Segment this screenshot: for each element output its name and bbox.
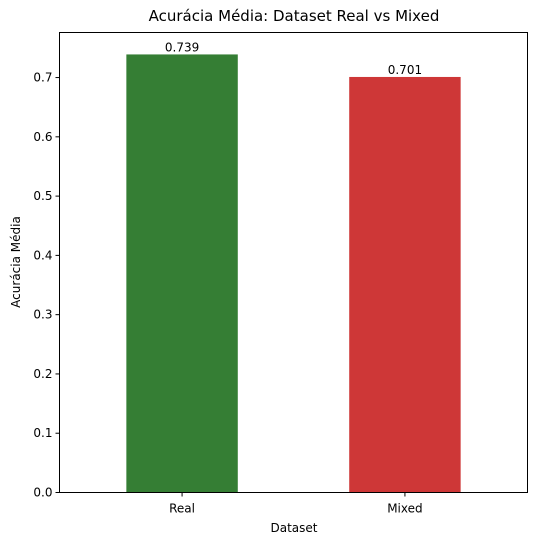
data-label-mixed: 0.701 bbox=[388, 63, 422, 77]
y-tick-label: 0.0 bbox=[33, 486, 52, 500]
x-axis-label: Dataset bbox=[271, 521, 318, 535]
y-tick-label: 0.6 bbox=[33, 130, 52, 144]
plot-area: 0.739 Real 0.701 Mixed 0.0 0.1 0.2 0.3 0.4 0.5 0.6… bbox=[33, 40, 461, 516]
x-tick-label-mixed: Mixed bbox=[387, 502, 422, 516]
y-tick-label: 0.1 bbox=[33, 426, 52, 440]
plot-frame bbox=[59, 32, 528, 493]
y-tick-label: 0.7 bbox=[33, 71, 52, 85]
y-tick-label: 0.4 bbox=[33, 248, 52, 262]
y-tick-label: 0.5 bbox=[33, 189, 52, 203]
y-tick-label: 0.3 bbox=[33, 308, 52, 322]
data-label-real: 0.739 bbox=[165, 40, 199, 54]
y-axis-label: Acurácia Média bbox=[9, 216, 23, 308]
y-tick-label: 0.2 bbox=[33, 367, 52, 381]
chart-title: Acurácia Média: Dataset Real vs Mixed bbox=[149, 7, 440, 25]
bar-real bbox=[126, 54, 238, 493]
bar-mixed bbox=[349, 76, 461, 493]
x-tick-label-real: Real bbox=[169, 502, 195, 516]
